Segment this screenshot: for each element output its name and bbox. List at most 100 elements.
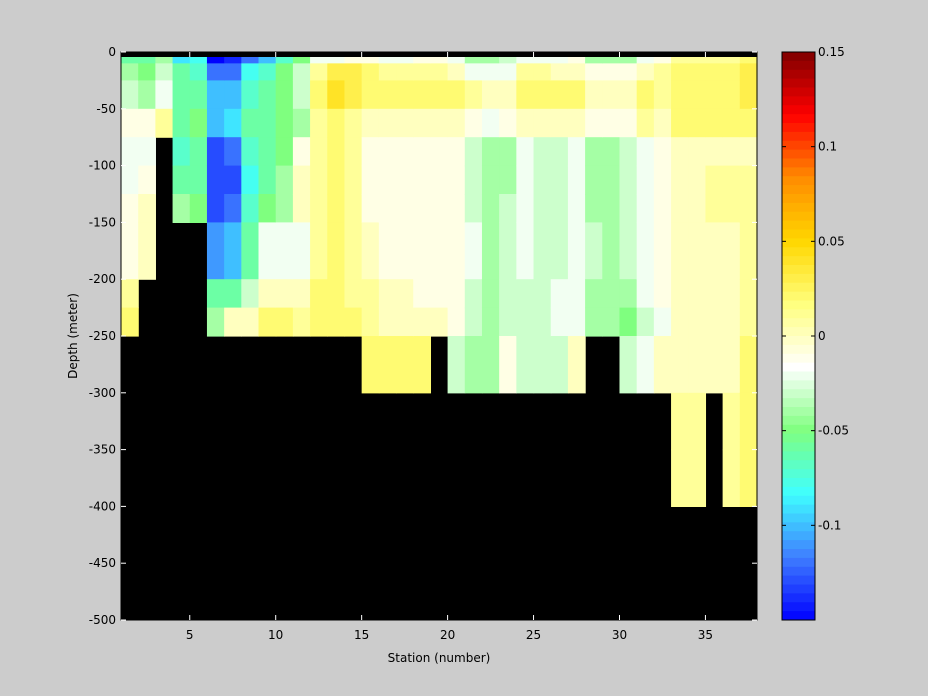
heatmap-cell <box>172 194 191 223</box>
heatmap-cell <box>671 80 689 110</box>
heatmap-cell <box>241 52 260 64</box>
colorbar-segment <box>782 575 815 586</box>
surface-band <box>121 52 757 57</box>
heatmap-cell <box>516 108 535 138</box>
heatmap-cell <box>430 63 449 81</box>
heatmap-cell <box>361 63 380 81</box>
heatmap-cell <box>705 108 724 138</box>
heatmap-cell <box>636 194 655 223</box>
colorbar-segment <box>782 60 815 71</box>
heatmap-cell <box>533 137 552 167</box>
colorbar-segment <box>782 282 815 293</box>
heatmap-cell <box>413 194 432 223</box>
heatmap-cell <box>602 279 621 309</box>
heatmap-cell <box>739 392 758 451</box>
heatmap-cell <box>722 80 741 110</box>
heatmap-cell <box>739 63 758 81</box>
heatmap-cell <box>550 63 569 81</box>
heatmap-cell <box>189 80 208 110</box>
heatmap-cell <box>464 336 483 394</box>
heatmap-cell <box>739 52 758 64</box>
heatmap-cell <box>653 165 672 195</box>
colorbar-tick-label: 0.05 <box>818 234 845 248</box>
heatmap-cell <box>585 108 603 138</box>
heatmap-cell <box>688 52 707 64</box>
heatmap-cell <box>722 279 741 309</box>
colorbar-segment <box>782 513 815 523</box>
heatmap-cell <box>636 336 655 394</box>
heatmap-cell <box>447 194 466 223</box>
heatmap-cell <box>447 63 466 81</box>
heatmap-cell <box>567 194 586 223</box>
heatmap-cell <box>533 222 552 280</box>
heatmap-cell <box>413 52 432 64</box>
colorbar-segment <box>782 52 815 62</box>
colorbar-segment <box>782 211 815 222</box>
heatmap-cell <box>413 108 432 138</box>
heatmap-cells <box>121 52 758 620</box>
heatmap-cell <box>481 108 500 138</box>
heatmap-cell <box>241 108 260 138</box>
x-tick-label: 35 <box>698 628 713 642</box>
heatmap-cell <box>739 449 758 507</box>
heatmap-cell <box>499 307 517 337</box>
heatmap-cell <box>189 63 208 81</box>
heatmap-cell <box>344 137 363 167</box>
heatmap-cell <box>275 194 294 223</box>
colorbar-segment <box>782 557 815 568</box>
heatmap-cell <box>258 63 277 81</box>
heatmap-cell <box>430 80 449 110</box>
heatmap-cell <box>499 194 517 223</box>
heatmap-cell <box>464 108 483 138</box>
heatmap-cell <box>275 222 294 280</box>
heatmap-cell <box>396 108 414 138</box>
heatmap-cell <box>688 63 707 81</box>
heatmap-cell <box>550 108 569 138</box>
heatmap-cell <box>585 80 603 110</box>
heatmap-cell <box>533 80 552 110</box>
heatmap-cell <box>533 165 552 195</box>
heatmap-cell <box>619 279 638 309</box>
heatmap-cell <box>275 52 294 64</box>
colorbar-segment <box>782 433 815 444</box>
heatmap-cell <box>258 137 277 167</box>
heatmap-cell <box>292 165 311 195</box>
colorbar-segment <box>782 415 815 426</box>
heatmap-cell <box>499 279 517 309</box>
heatmap-cell <box>241 63 260 81</box>
heatmap-cell <box>533 279 552 309</box>
colorbar-segment <box>782 140 815 151</box>
heatmap-cell <box>292 52 311 64</box>
heatmap-cell <box>499 80 517 110</box>
heatmap-cell <box>396 63 414 81</box>
heatmap-cell <box>671 336 689 394</box>
colorbar-segment <box>782 336 815 346</box>
heatmap-cell <box>636 222 655 280</box>
heatmap-cell <box>585 222 603 280</box>
colorbar-segment <box>782 344 815 355</box>
heatmap-cell <box>739 165 758 195</box>
heatmap-cell <box>585 307 603 337</box>
heatmap-cell <box>292 108 311 138</box>
heatmap-cell <box>499 137 517 167</box>
heatmap-cell <box>310 63 328 81</box>
heatmap-cell <box>653 108 672 138</box>
heatmap-cell <box>464 165 483 195</box>
heatmap-cell <box>636 165 655 195</box>
heatmap-cell <box>481 194 500 223</box>
heatmap-cell <box>602 137 621 167</box>
heatmap-cell <box>705 194 724 223</box>
colorbar-segment <box>782 123 815 133</box>
heatmap-cell <box>722 222 741 280</box>
heatmap-cell <box>567 80 586 110</box>
heatmap-cell <box>430 108 449 138</box>
heatmap-cell <box>155 52 174 64</box>
heatmap-cell <box>327 52 346 64</box>
x-tick-label: 25 <box>526 628 541 642</box>
heatmap-cell <box>705 63 724 81</box>
heatmap-cell <box>292 279 311 309</box>
heatmap-cell <box>121 222 139 280</box>
heatmap-cell <box>602 52 621 64</box>
heatmap-cell <box>258 108 277 138</box>
heatmap-cell <box>327 63 346 81</box>
